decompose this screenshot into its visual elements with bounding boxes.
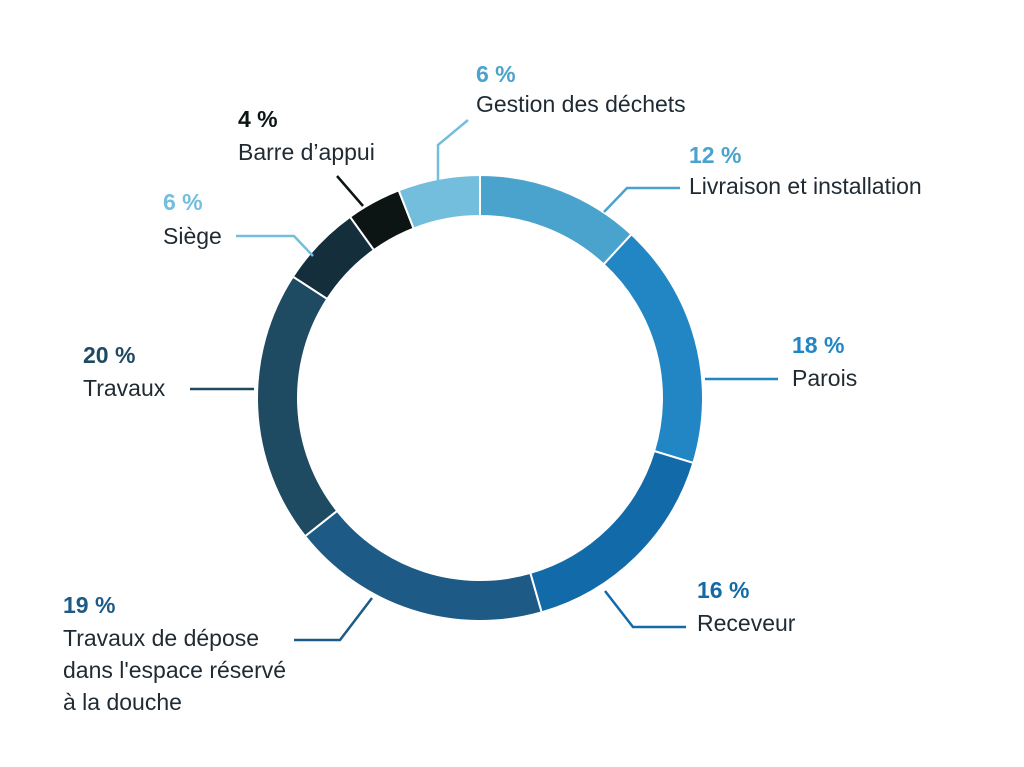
- donut-slice-1: [602, 232, 704, 465]
- slice-label-travaux-depose-line-1: Travaux de dépose: [63, 625, 259, 651]
- slice-pct-livraison: 12 %: [689, 142, 741, 168]
- slice-pct-barre: 4 %: [238, 106, 278, 132]
- slice-label-travaux-depose-line-2: dans l'espace réservé: [63, 657, 286, 683]
- slice-label-parois: Parois: [792, 365, 857, 391]
- slice-pct-receveur: 16 %: [697, 577, 749, 603]
- slice-label-travaux: Travaux: [83, 375, 166, 401]
- slice-pct-travaux: 20 %: [83, 342, 135, 368]
- donut-slice-4: [256, 275, 339, 538]
- slice-pct-gestion: 6 %: [476, 61, 516, 87]
- donut-slice-2: [529, 449, 695, 614]
- donut-slice-0: [479, 173, 633, 266]
- leader-line-barre: [336, 175, 364, 207]
- donut-slice-7: [397, 173, 481, 230]
- leader-line-travaux-depose: [294, 597, 373, 642]
- slice-pct-travaux-depose: 19 %: [63, 592, 115, 618]
- donut-slice-3: [303, 509, 543, 622]
- leader-line-siege: [236, 234, 314, 257]
- leader-lines: [190, 119, 778, 642]
- slice-label-siege: Siège: [163, 223, 222, 249]
- slice-pct-siege: 6 %: [163, 189, 203, 215]
- leader-line-gestion: [436, 119, 469, 180]
- leader-line-receveur: [604, 590, 686, 629]
- slice-label-travaux-depose-line-3: à la douche: [63, 689, 182, 715]
- leader-line-livraison: [603, 186, 680, 213]
- slice-pct-parois: 18 %: [792, 332, 844, 358]
- donut-slices: [256, 173, 704, 622]
- slice-label-livraison: Livraison et installation: [689, 173, 922, 199]
- slice-label-gestion: Gestion des déchets: [476, 91, 686, 117]
- slice-label-travaux-depose: Travaux de dépose dans l'espace réservé …: [63, 625, 292, 715]
- slice-label-receveur: Receveur: [697, 610, 796, 636]
- slice-label-barre: Barre d’appui: [238, 139, 375, 165]
